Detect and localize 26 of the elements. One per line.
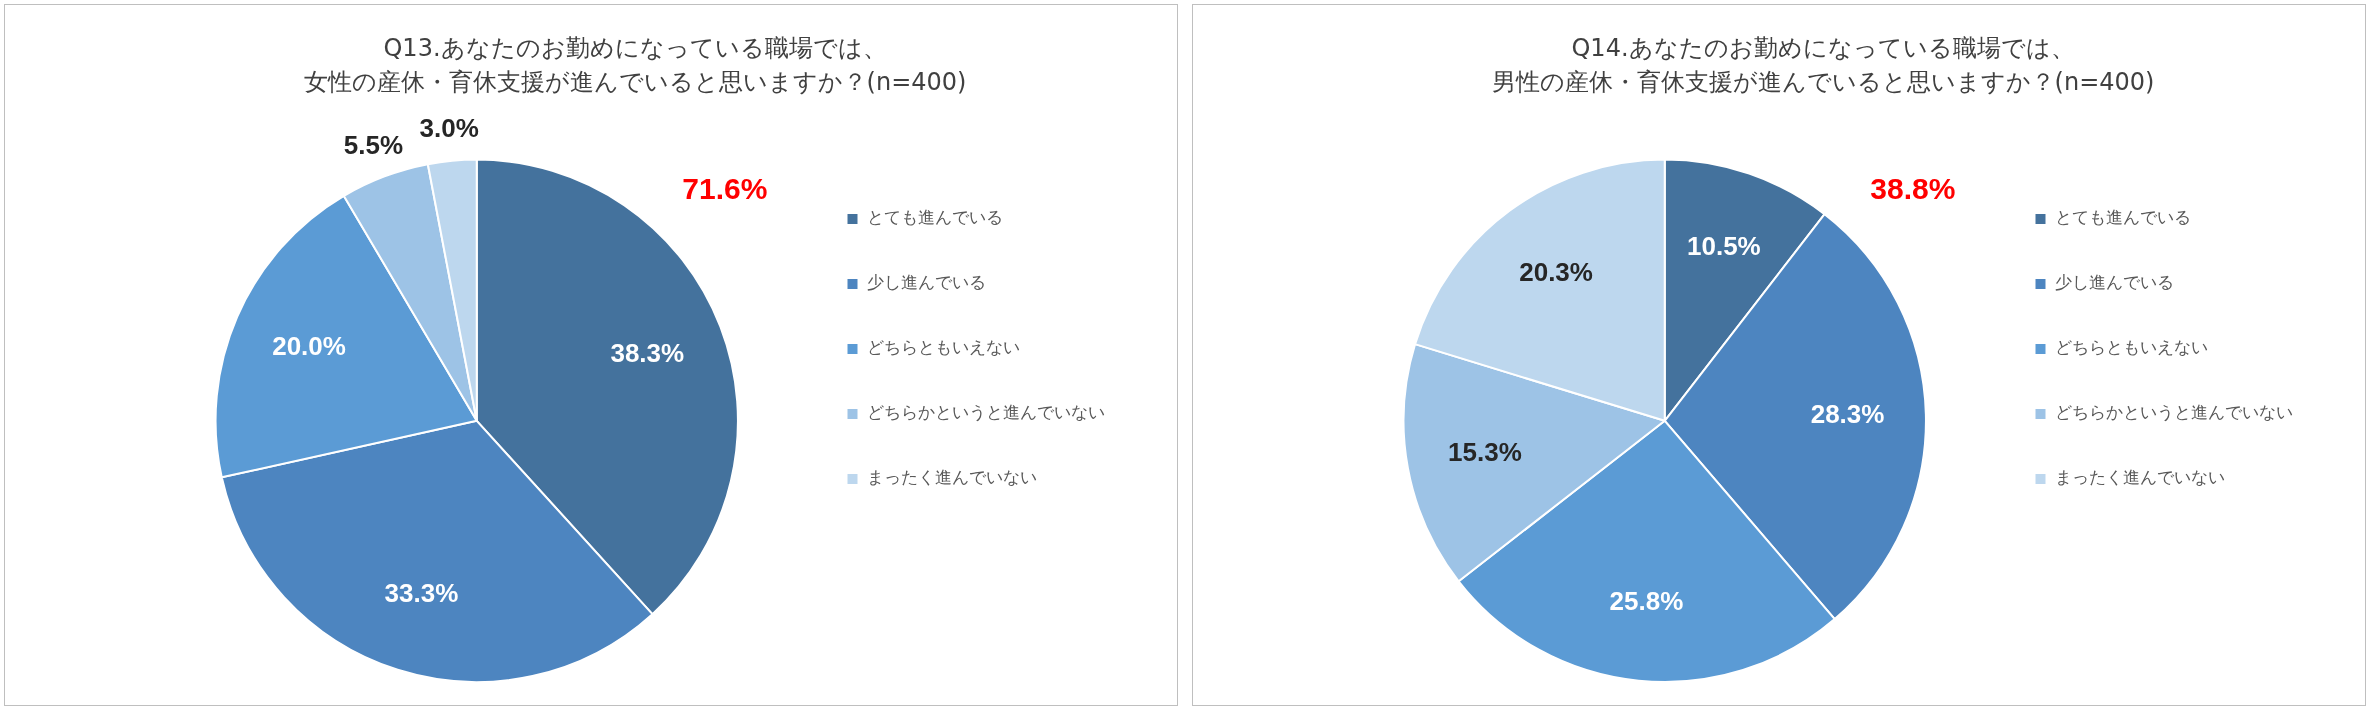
data-label: 10.5%	[1686, 230, 1761, 261]
legend-label: どちらかというと進んでいない	[867, 402, 1105, 423]
data-label: 3.0%	[419, 112, 479, 143]
data-label: 20.3%	[1519, 256, 1593, 287]
data-label: 38.3%	[610, 338, 685, 369]
legend-label: とても進んでいる	[2055, 207, 2191, 228]
legend-label: まったく進んでいない	[2055, 467, 2225, 488]
text: 71.6%	[682, 172, 768, 206]
legend-label: どちらかというと進んでいない	[2055, 402, 2293, 423]
chart-title: Q13.あなたのお勤めになっている職場では、	[383, 33, 887, 62]
data-label: 28.3%	[1810, 399, 1885, 430]
legend-label: 少し進んでいる	[867, 272, 986, 293]
chart-subtitle: 女性の産休・育休支援が進んでいると思いますか？(n=400)	[303, 68, 967, 97]
chart-subtitle: 男性の産休・育休支援が進んでいると思いますか？(n=400)	[1491, 68, 2155, 97]
legend-label: とても進んでいる	[867, 207, 1003, 228]
legend-label: どちらともいえない	[867, 337, 1020, 358]
data-label: 33.3%	[384, 578, 459, 609]
data-label: 20.0%	[272, 331, 346, 362]
data-label: 25.8%	[1609, 585, 1684, 616]
legend-label: 少し進んでいる	[2055, 272, 2174, 293]
chart-title: Q14.あなたのお勤めになっている職場では、	[1571, 33, 2075, 62]
legend-label: どちらともいえない	[2055, 337, 2208, 358]
data-label: 5.5%	[343, 130, 404, 161]
legend-label: まったく進んでいない	[867, 467, 1037, 488]
data-label: 15.3%	[1448, 437, 1522, 468]
text: 38.8%	[1870, 172, 1956, 206]
